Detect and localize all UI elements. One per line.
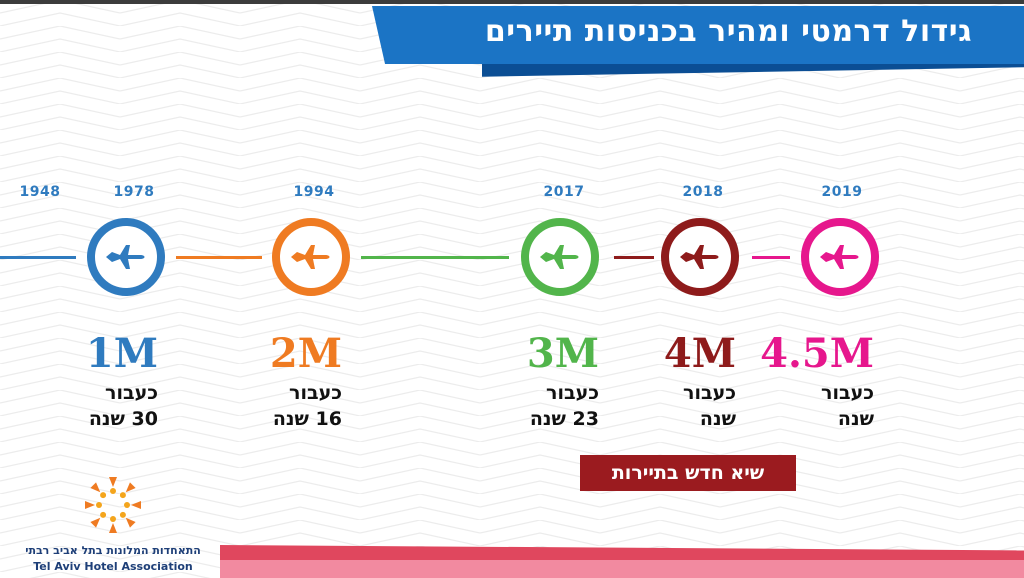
label-1978-line2: 30 שנה (88, 408, 158, 430)
label-2018-line2: שנה (699, 408, 736, 430)
timeline-line-1978-1994 (176, 256, 262, 259)
page-title: גידול דרמטי ומהיר בכניסות תיירים (484, 14, 972, 49)
value-2017: 3M (526, 330, 599, 377)
milestone-circle-1994 (272, 218, 350, 296)
timeline-line-2017-2018 (614, 256, 654, 259)
year-2017: 2017 (543, 184, 585, 200)
label-1978-line1: כעבור (105, 382, 158, 404)
year-2018: 2018 (682, 184, 724, 200)
label-1994-line1: כעבור (289, 382, 342, 404)
timeline-line-1948-1978 (0, 256, 76, 259)
label-2019-line2: שנה (837, 408, 874, 430)
timeline-line-2018-2019 (752, 256, 790, 259)
milestone-circle-1978 (87, 218, 165, 296)
year-2019: 2019 (821, 184, 863, 200)
timeline-line-1994-2017 (361, 256, 509, 259)
label-2018-line1: כעבור (683, 382, 736, 404)
year-1978: 1978 (113, 184, 155, 200)
airplane-icon (820, 245, 859, 269)
record-badge: שיא חדש בתיירות (580, 455, 796, 491)
value-2019: 4.5M (760, 330, 874, 377)
airplane-icon (291, 245, 330, 269)
bottom-band-pink (220, 560, 1024, 578)
logo-english-text: Tel Aviv Hotel Association (33, 560, 193, 573)
label-2019-line1: כעבור (821, 382, 874, 404)
title-banner-box (372, 6, 1024, 64)
sun-figures-logo-icon (85, 477, 141, 533)
association-logo: התאחדות המלונות בתל אביב רבתי Tel Aviv H… (22, 474, 222, 578)
year-1994: 1994 (293, 184, 335, 200)
airplane-icon (680, 245, 719, 269)
airplane-icon (540, 245, 579, 269)
year-1948: 1948 (19, 184, 61, 200)
label-1994-line2: 16 שנה (272, 408, 342, 430)
value-1994: 2M (269, 330, 342, 377)
title-banner: גידול דרמטי ומהיר בכניסות תיירים (372, 6, 1024, 77)
bottom-band-red (220, 545, 1024, 563)
logo-hebrew-text: התאחדות המלונות בתל אביב רבתי (25, 544, 201, 557)
airplane-icon (106, 245, 145, 269)
milestone-circle-2017 (521, 218, 599, 296)
top-strip (0, 0, 1024, 4)
milestone-circle-2019 (801, 218, 879, 296)
label-2017-line2: 23 שנה (529, 408, 599, 430)
label-2017-line1: כעבור (546, 382, 599, 404)
milestone-circle-2018 (661, 218, 739, 296)
value-1978: 1M (85, 330, 158, 377)
value-2018: 4M (663, 330, 736, 377)
